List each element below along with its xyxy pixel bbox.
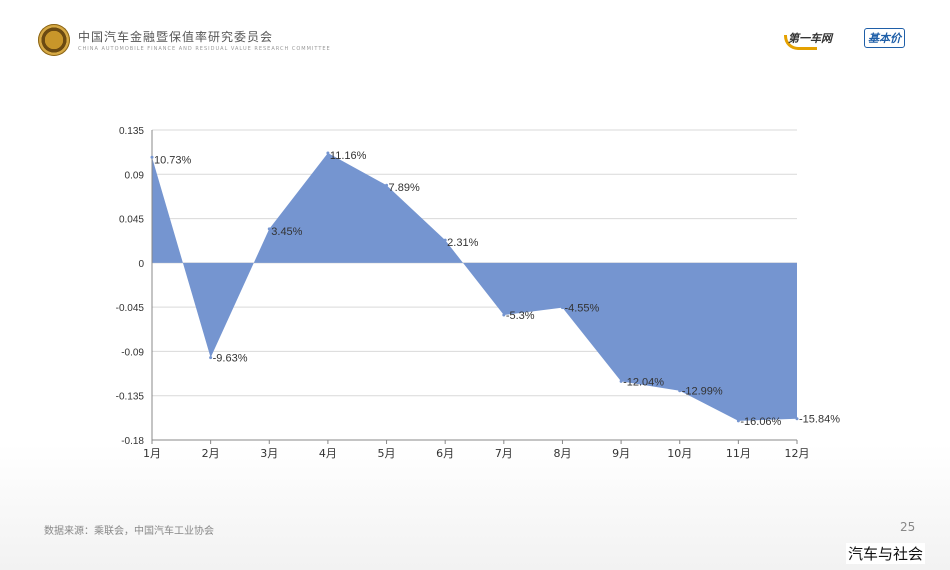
data-label: 3.45%: [271, 226, 302, 238]
x-tick-label: 12月: [785, 447, 810, 460]
committee-subtitle: CHINA AUTOMOBILE FINANCE AND RESIDUAL VA…: [78, 46, 331, 52]
y-tick-label: -0.135: [116, 392, 145, 403]
data-label: 7.89%: [389, 182, 420, 194]
page-number: 25: [900, 520, 916, 534]
x-tick-label: 6月: [436, 447, 454, 460]
data-label: 11.16%: [330, 150, 367, 162]
brand-logo-diyichewang: 第一车网: [788, 32, 832, 45]
data-label: 10.73%: [154, 154, 192, 166]
data-point: [619, 379, 623, 383]
data-point: [326, 151, 330, 155]
data-label: 2.31%: [447, 237, 478, 249]
x-tick-label: 10月: [667, 447, 692, 460]
data-label: -5.3%: [506, 310, 535, 322]
x-tick-label: 9月: [612, 447, 630, 460]
y-tick-label: 0.09: [125, 170, 145, 181]
data-point: [560, 306, 564, 310]
data-point: [795, 417, 799, 421]
x-tick-label: 1月: [143, 447, 161, 460]
watermark: 汽车与社会: [846, 543, 926, 564]
data-point: [209, 356, 213, 360]
area-series: [152, 153, 797, 421]
data-point: [736, 419, 740, 423]
x-tick-label: 5月: [378, 447, 396, 460]
x-tick-label: 11月: [726, 447, 751, 460]
y-tick-label: 0.135: [119, 126, 144, 137]
data-label: -9.63%: [213, 353, 248, 365]
y-tick-label: -0.045: [116, 303, 145, 314]
x-tick-label: 4月: [319, 447, 337, 460]
data-label: -16.06%: [740, 416, 781, 428]
data-label: -12.99%: [682, 386, 723, 398]
data-point: [678, 389, 682, 393]
data-source-note: 数据来源：乘联会，中国汽车工业协会: [44, 526, 214, 537]
y-tick-label: -0.18: [121, 436, 144, 447]
brand-swoosh-icon: [784, 35, 817, 50]
data-label: -15.84%: [799, 414, 840, 426]
data-label: -4.55%: [564, 303, 599, 315]
y-tick-label: 0: [138, 259, 144, 270]
x-tick-label: 2月: [202, 447, 220, 460]
committee-logo-icon: [38, 24, 70, 56]
committee-title: 中国汽车金融暨保值率研究委员会: [78, 30, 274, 44]
data-point: [443, 238, 447, 242]
x-tick-label: 7月: [495, 447, 513, 460]
data-point: [502, 313, 506, 317]
data-point: [267, 227, 271, 231]
x-tick-label: 8月: [553, 447, 571, 460]
data-label: -12.04%: [623, 376, 664, 388]
x-tick-label: 3月: [260, 447, 278, 460]
data-point: [150, 155, 154, 159]
data-point: [385, 183, 389, 187]
y-tick-label: -0.09: [121, 347, 144, 358]
brand-logo-jibenjia: 基本价: [864, 28, 905, 48]
y-tick-label: 0.045: [119, 215, 144, 226]
